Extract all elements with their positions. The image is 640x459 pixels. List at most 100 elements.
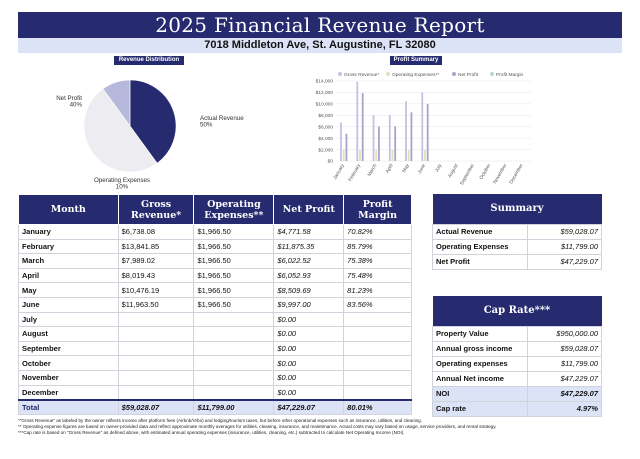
net-profit-cell: $8,509.69 [273, 282, 345, 298]
table-total-row: Total $59,028.07 $11,799.00 $47,229.07 80.01… [18, 398, 412, 415]
gross-revenue-cell: $7,989.02 [117, 253, 195, 269]
cap-rate-label: NOI [432, 385, 528, 402]
net-profit-cell: $0.00 [273, 326, 345, 342]
table-row: January $6,738.08 $1,966.50 $4,771.58 70.82% [18, 224, 412, 240]
legend-swatch [490, 72, 494, 76]
table-row: September $0.00 [18, 340, 412, 357]
month-cell: July [18, 311, 119, 328]
operating-expenses-cell [193, 369, 275, 386]
cap-rate-row: Annual Net income $47,229.07 [432, 370, 602, 387]
x-tick-label: September [459, 163, 476, 187]
net-profit-cell: $6,022.52 [273, 253, 345, 269]
pie-value-label: 40% [70, 102, 83, 109]
profit-summary-chart: Gross Revenue* Operating Expenses** Net Pr… [306, 54, 622, 194]
legend-swatch [386, 72, 390, 76]
footnotes: *"Gross Revenue" as labeled by the owner… [18, 418, 622, 437]
net-profit-cell: $0.00 [273, 355, 345, 371]
bar-operating-expenses [424, 149, 426, 161]
profit-margin-cell [343, 326, 412, 342]
bar-gross-revenue [356, 81, 359, 161]
table-row: April $8,019.43 $1,966.50 $6,052.93 75.48% [18, 267, 412, 284]
summary-row: Actual Revenue $59,028.07 [432, 223, 602, 240]
operating-expenses-cell [193, 326, 275, 342]
month-cell: August [18, 326, 119, 342]
x-tick-label: February [347, 162, 362, 182]
pie-label: Operating Expenses [94, 177, 150, 184]
net-profit-cell: $0.00 [273, 384, 345, 401]
summary-label: Net Profit [432, 253, 528, 270]
month-cell: October [18, 355, 119, 371]
total-profit-margin-cell: 80.01% [343, 398, 412, 415]
legend-label: Net Profit [458, 72, 479, 78]
month-cell: February [18, 238, 119, 255]
operating-expenses-cell [193, 384, 275, 401]
monthly-revenue-table: Month Gross Revenue* Operating Expenses*… [18, 194, 412, 415]
bar-operating-expenses [359, 149, 361, 161]
pie-chart-title: Revenue Distribution [114, 56, 184, 65]
y-tick-label: $10,000 [316, 102, 334, 108]
operating-expenses-cell: $1,966.50 [193, 238, 275, 255]
net-profit-cell: $0.00 [273, 311, 345, 328]
gross-revenue-cell [117, 311, 195, 328]
table-row: March $7,989.02 $1,966.50 $6,022.52 75.38% [18, 253, 412, 269]
table-row: February $13,841.85 $1,966.50 $11,875.35 85.… [18, 238, 412, 255]
pie-slice-net-profit [129, 79, 177, 164]
y-tick-label: $14,000 [316, 79, 334, 85]
legend-swatch [338, 72, 342, 76]
cap-rate-value: $11,799.00 [527, 355, 602, 372]
profit-margin-cell [343, 340, 412, 357]
header-profit-margin: Profit Margin [343, 194, 412, 225]
summary-table: Summary Actual Revenue $59,028.07 Operatin… [432, 194, 602, 270]
bar-net-profit [378, 126, 380, 161]
cap-rate-table: Cap Rate*** Property Value $950,000.00 Ann… [432, 296, 602, 417]
revenue-distribution-chart: Revenue Distribution Net Profit 40% Actual… [18, 54, 258, 192]
gross-revenue-cell: $6,738.08 [117, 224, 195, 240]
y-tick-label: $6,000 [318, 124, 333, 130]
total-operating-expenses-cell: $11,799.00 [193, 398, 275, 415]
net-profit-cell: $4,771.58 [273, 224, 345, 240]
pie-value-label: 50% [200, 122, 213, 129]
operating-expenses-cell [193, 311, 275, 328]
bar-chart-title: Profit Summary [390, 56, 442, 65]
cap-rate-label: Annual gross income [432, 340, 528, 357]
month-cell: January [18, 224, 119, 240]
y-tick-label: $0 [328, 159, 334, 165]
gross-revenue-cell: $11,963.50 [117, 296, 195, 313]
summary-title: Summary [432, 194, 602, 224]
bar-gross-revenue [372, 115, 375, 161]
cap-rate-value: $950,000.00 [527, 325, 602, 342]
cap-rate-value: $59,028.07 [527, 340, 602, 357]
total-gross-revenue-cell: $59,028.07 [117, 398, 195, 415]
profit-margin-cell: 85.79% [343, 238, 412, 255]
net-profit-cell: $0.00 [273, 369, 345, 386]
table-row: June $11,963.50 $1,966.50 $9,997.00 83.56% [18, 296, 412, 313]
header-month: Month [18, 194, 119, 225]
summary-row: Net Profit $47,229.07 [432, 253, 602, 270]
bar-gross-revenue [421, 92, 424, 161]
x-tick-label: December [508, 163, 524, 186]
gross-revenue-cell: $13,841.85 [117, 238, 195, 255]
x-tick-label: October [478, 163, 492, 181]
x-tick-label: August [447, 162, 460, 179]
operating-expenses-cell: $1,966.50 [193, 282, 275, 298]
table-row: July $0.00 [18, 311, 412, 328]
summary-value: $47,229.07 [527, 253, 602, 270]
cap-rate-value: 4.97% [527, 400, 602, 417]
cap-rate-value: $47,229.07 [527, 385, 602, 402]
profit-margin-cell: 70.82% [343, 224, 412, 240]
table-row: December $0.00 [18, 384, 412, 401]
gross-revenue-cell [117, 369, 195, 386]
bar-operating-expenses [342, 149, 345, 161]
legend-label: Operating Expenses** [392, 72, 439, 78]
gross-revenue-cell [117, 326, 195, 342]
bar-operating-expenses [375, 149, 378, 161]
profit-margin-cell: 81.23% [343, 282, 412, 298]
cap-rate-row: Annual gross income $59,028.07 [432, 340, 602, 357]
total-net-profit-cell: $47,229.07 [273, 398, 345, 415]
month-cell: March [18, 253, 119, 269]
bar-operating-expenses [391, 149, 394, 161]
profit-margin-cell [343, 384, 412, 401]
profit-margin-cell: 83.56% [343, 296, 412, 313]
summary-value: $11,799.00 [527, 238, 602, 255]
x-tick-label: November [492, 163, 508, 186]
